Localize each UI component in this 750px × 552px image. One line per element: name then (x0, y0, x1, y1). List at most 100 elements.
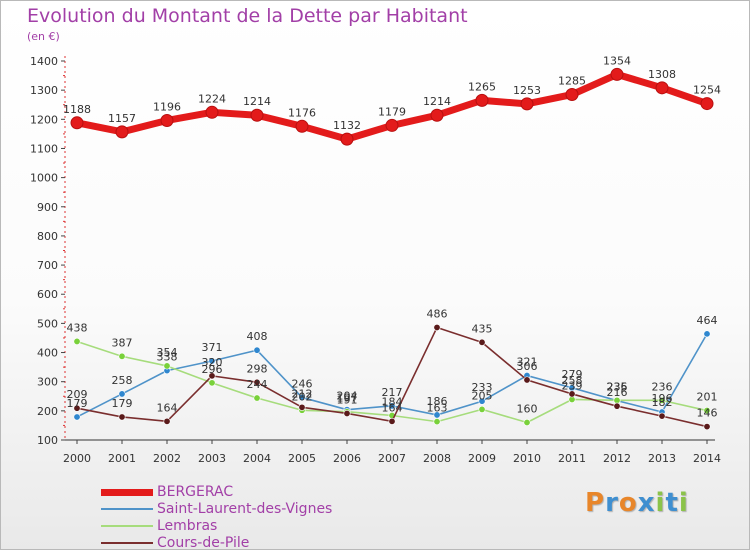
data-label: 209 (67, 388, 88, 401)
data-label: 1188 (63, 103, 91, 116)
data-label: 217 (382, 386, 403, 399)
data-label: 1176 (288, 106, 316, 119)
series-cours-de-pile (73, 323, 711, 431)
data-point (205, 105, 219, 119)
data-label: 338 (157, 351, 178, 364)
data-point (388, 402, 396, 410)
data-point (340, 132, 354, 146)
data-point (385, 118, 399, 132)
legend-label: Saint-Laurent-des-Vignes (157, 501, 333, 517)
data-label: 1196 (153, 100, 181, 113)
data-point (478, 397, 486, 405)
data-label: 258 (112, 374, 133, 387)
y-tick-label: 500 (37, 317, 58, 330)
data-label: 435 (472, 322, 493, 335)
y-tick-label: 700 (37, 259, 58, 272)
data-point (433, 418, 441, 426)
data-label: 1132 (333, 119, 361, 132)
x-tick-label: 2003 (198, 452, 226, 465)
data-label: 1179 (378, 105, 406, 118)
data-label: 1354 (603, 54, 631, 67)
data-label: 233 (472, 381, 493, 394)
data-label: 464 (697, 314, 718, 327)
data-point (658, 412, 666, 420)
data-point (73, 413, 81, 421)
data-point (118, 413, 126, 421)
data-point (475, 93, 489, 107)
y-tick-label: 1000 (30, 172, 58, 185)
data-point (565, 88, 579, 102)
data-label: 246 (292, 377, 313, 390)
data-point (520, 97, 534, 111)
data-label: 197 (337, 392, 358, 405)
data-point (250, 108, 264, 122)
brand-letter: P (585, 488, 606, 518)
data-point (253, 394, 261, 402)
y-tick-label: 1100 (30, 142, 58, 155)
data-label: 1157 (108, 112, 136, 125)
data-point (118, 352, 126, 360)
data-label: 279 (562, 368, 583, 381)
data-label: 258 (562, 374, 583, 387)
brand-logo: Proxiti (585, 488, 689, 518)
data-label: 146 (697, 407, 718, 420)
data-point (208, 372, 216, 380)
data-label: 179 (112, 397, 133, 410)
data-point (700, 97, 714, 111)
legend: BERGERAC Saint-Laurent-des-Vignes Lembras C… (101, 484, 401, 552)
data-point (703, 407, 711, 415)
x-tick-label: 2001 (108, 452, 136, 465)
legend-swatch (101, 488, 153, 496)
data-label: 212 (292, 387, 313, 400)
y-tick-label: 100 (37, 434, 58, 447)
data-point (433, 323, 441, 331)
data-label: 1254 (693, 84, 721, 97)
y-tick-label: 1200 (30, 113, 58, 126)
data-label: 182 (652, 396, 673, 409)
data-label: 1224 (198, 92, 226, 105)
data-point (433, 411, 441, 419)
data-point (568, 390, 576, 398)
data-label: 201 (697, 391, 718, 404)
data-label: 244 (247, 378, 268, 391)
data-point (703, 423, 711, 431)
data-label: 320 (202, 356, 223, 369)
x-tick-label: 2008 (423, 452, 451, 465)
y-tick-label: 800 (37, 230, 58, 243)
legend-item: Saint-Laurent-des-Vignes (101, 501, 401, 518)
data-point (655, 81, 669, 95)
data-label: 184 (382, 396, 403, 409)
brand-letter: i (678, 488, 689, 518)
data-label: 1253 (513, 84, 541, 97)
unit-label: (en €) (27, 30, 60, 43)
legend-label: Cours-de-Pile (157, 535, 250, 551)
data-point (343, 409, 351, 417)
data-label: 196 (652, 392, 673, 405)
x-tick-label: 2000 (63, 452, 91, 465)
x-tick-label: 2006 (333, 452, 361, 465)
data-label: 164 (157, 401, 178, 414)
y-tick-label: 600 (37, 288, 58, 301)
data-label: 236 (607, 380, 628, 393)
data-point (478, 405, 486, 413)
data-label: 239 (562, 379, 583, 392)
legend-label: Lembras (157, 518, 218, 534)
data-point (160, 113, 174, 127)
y-tick-label: 200 (37, 405, 58, 418)
x-tick-label: 2014 (693, 452, 721, 465)
data-label: 486 (427, 307, 448, 320)
axes: 100 200 300 400 500 600 700 800 900 1000 1100 1200 1… (30, 55, 721, 465)
legend-item: Cours-de-Pile (101, 535, 401, 552)
data-label: 164 (382, 401, 403, 414)
series-layer (70, 67, 714, 431)
series-bergerac (70, 67, 714, 146)
data-label: 191 (337, 393, 358, 406)
data-point (115, 125, 129, 139)
data-point (208, 379, 216, 387)
data-label: 354 (157, 346, 178, 359)
brand-letter: x (637, 488, 656, 518)
data-point (70, 116, 84, 130)
x-tick-label: 2009 (468, 452, 496, 465)
